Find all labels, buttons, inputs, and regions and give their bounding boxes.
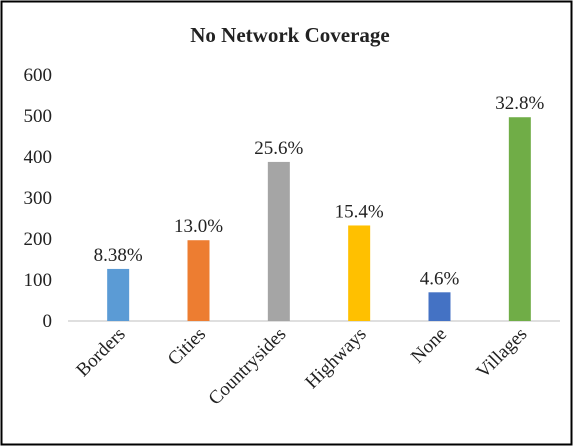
data-label: 4.6% <box>420 268 460 289</box>
y-tick-label: 200 <box>24 229 53 250</box>
y-tick-label: 500 <box>24 106 53 127</box>
y-tick-label: 400 <box>24 147 53 168</box>
y-tick-label: 0 <box>43 311 53 332</box>
chart-title: No Network Coverage <box>190 23 389 47</box>
bar <box>107 268 130 321</box>
data-label: 25.6% <box>254 138 303 159</box>
bar <box>348 225 371 321</box>
y-tick-label: 600 <box>24 65 53 86</box>
data-label: 15.4% <box>335 201 384 222</box>
y-tick-label: 100 <box>24 270 53 291</box>
data-label: 32.8% <box>495 93 544 114</box>
bar <box>267 161 290 321</box>
data-label: 8.38% <box>94 245 143 266</box>
bar <box>187 240 210 321</box>
bar <box>428 292 451 321</box>
bar <box>508 117 531 321</box>
data-label: 13.0% <box>174 216 223 237</box>
y-tick-label: 300 <box>24 188 53 209</box>
